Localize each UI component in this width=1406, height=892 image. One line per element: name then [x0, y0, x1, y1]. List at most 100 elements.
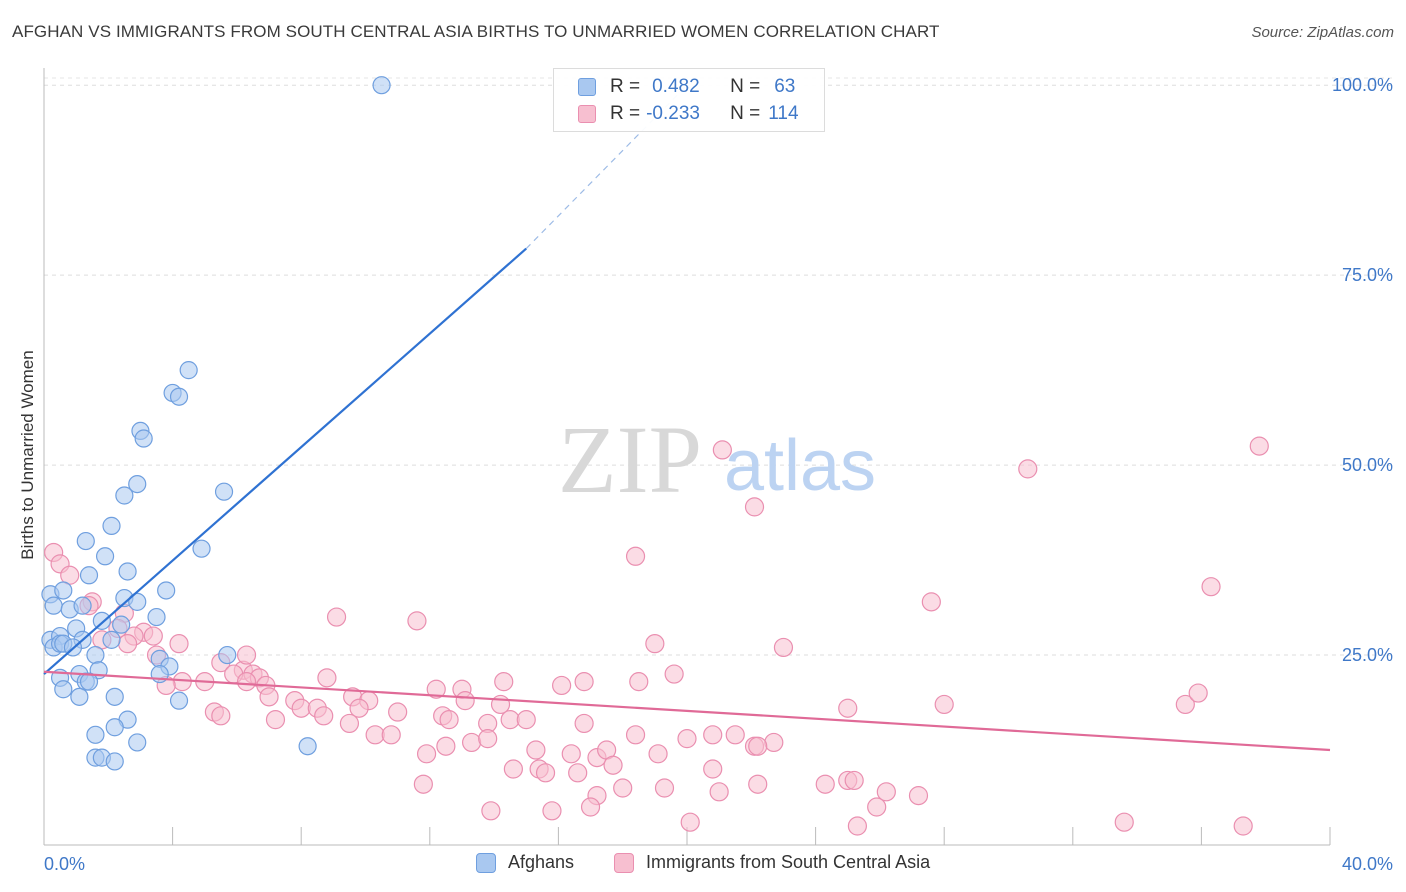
data-point [744, 497, 765, 517]
data-point [95, 547, 115, 566]
data-point [54, 581, 73, 600]
legend-r-label: R = [610, 103, 641, 124]
data-point [79, 566, 99, 585]
data-point [568, 763, 588, 783]
data-point [439, 710, 459, 730]
data-point [70, 687, 89, 706]
data-point [86, 725, 105, 744]
data-point [908, 786, 929, 806]
data-point [574, 672, 594, 692]
data-point [265, 710, 286, 730]
data-point [542, 801, 562, 821]
data-point [838, 698, 858, 718]
data-point [1175, 694, 1195, 715]
data-point [117, 634, 138, 654]
data-point [773, 637, 794, 658]
data-point [326, 607, 347, 627]
legend-r-value: -0.233 [646, 103, 700, 124]
y-tick-label: 75.0% [1342, 265, 1393, 285]
axes [43, 68, 1331, 846]
data-point [654, 778, 675, 798]
data-point [664, 664, 684, 684]
data-point [629, 672, 649, 692]
data-point [876, 782, 896, 802]
data-point [365, 725, 385, 745]
data-point [372, 76, 391, 95]
data-point [1018, 459, 1038, 479]
y-tick-label: 100.0% [1332, 75, 1393, 95]
data-point [603, 755, 623, 775]
data-point [211, 706, 231, 726]
trend-line-immigrants [43, 670, 1331, 752]
data-point [516, 710, 536, 730]
x-tick-label: 40.0% [1342, 854, 1393, 874]
data-point [192, 539, 211, 558]
watermark-zip: ZIP [558, 406, 702, 513]
data-point [102, 516, 121, 535]
data-point [561, 744, 581, 764]
data-point [147, 607, 166, 627]
data-point [844, 770, 864, 791]
data-point [218, 645, 237, 665]
data-point [580, 797, 601, 817]
data-point [143, 626, 163, 646]
data-point [115, 486, 134, 505]
legend-r-value: 0.482 [652, 76, 700, 97]
legend-swatch-pink [578, 105, 596, 123]
legend-item-afghans[interactable]: Afghans [476, 852, 574, 873]
data-point [748, 736, 768, 756]
data-point [677, 729, 697, 749]
data-point [416, 744, 437, 764]
legend-n-label: N = [730, 103, 761, 124]
chart-title: AFGHAN VS IMMIGRANTS FROM SOUTH CENTRAL … [12, 22, 940, 41]
tick-labels: 25.0% 50.0% 75.0% 100.0% 0.0% 40.0% [44, 75, 1393, 874]
data-point [169, 691, 189, 710]
data-point [76, 531, 95, 551]
trend-line-afghans [43, 247, 527, 675]
legend-row-immigrants: R = -0.233 N = 114 [578, 102, 799, 126]
data-point [815, 774, 835, 794]
data-point [169, 634, 189, 654]
data-point [118, 562, 137, 581]
data-point [725, 725, 745, 745]
source-label: Source: ZipAtlas.com [1251, 24, 1394, 41]
data-point [157, 581, 176, 600]
legend-row-afghans: R = 0.482 N = 63 [578, 75, 795, 99]
data-point [1114, 812, 1134, 832]
data-point [709, 782, 729, 802]
data-point [478, 729, 498, 749]
data-point [112, 615, 131, 634]
data-point [413, 774, 433, 794]
legend-item-immigrants[interactable]: Immigrants from South Central Asia [614, 852, 930, 873]
data-point [712, 440, 732, 460]
data-point [79, 672, 99, 691]
legend-label-immigrants: Immigrants from South Central Asia [646, 852, 931, 872]
data-point [494, 672, 514, 692]
data-point [1249, 436, 1269, 456]
data-point [574, 713, 594, 734]
data-point [645, 634, 665, 654]
data-point [535, 763, 556, 783]
legend-label-afghans: Afghans [508, 852, 575, 872]
data-point [703, 759, 723, 779]
series-legend: Afghans Immigrants from South Central As… [0, 852, 1406, 876]
watermark: ZIP atlas [558, 406, 876, 513]
data-point [169, 387, 189, 406]
data-point [680, 812, 700, 832]
data-point [73, 596, 92, 615]
data-point [934, 694, 954, 715]
gridlines [44, 77, 1392, 656]
legend-r-label: R = [610, 76, 641, 97]
data-point [648, 744, 668, 764]
data-point [1201, 577, 1221, 597]
data-point [407, 611, 427, 631]
data-point [339, 713, 360, 734]
data-point [921, 592, 941, 612]
blue-series [41, 76, 391, 771]
data-point [1233, 816, 1253, 836]
data-point [54, 680, 73, 699]
data-point [503, 759, 523, 779]
data-point [1188, 683, 1208, 703]
data-point [552, 675, 572, 696]
